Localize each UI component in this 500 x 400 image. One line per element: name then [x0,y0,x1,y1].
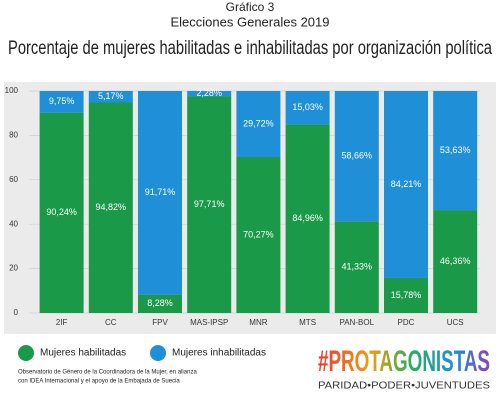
value-label: 46,36% [440,256,471,266]
y-tick-label: 60 [9,175,18,184]
chart-title: Porcentaje de mujeres habilitadas e inha… [8,38,492,59]
bar-segment [433,210,478,313]
y-tick-label: 40 [9,219,18,228]
value-label: 97,71% [194,199,225,209]
bar-segment [334,221,379,313]
value-label: 9,75% [49,96,75,106]
bar-segment [384,277,428,313]
x-tick-label: UCS [447,318,464,327]
source: Observatorio de Género de la Coordinador… [18,370,197,376]
value-label: 41,33% [342,261,373,271]
value-label: 8,28% [147,298,173,308]
value-label: 53,63% [440,145,471,155]
legend-label: Mujeres habilitadas [40,348,126,359]
y-tick-label: 80 [9,131,18,140]
y-tick-label: 0 [14,308,19,317]
y-tick-label: 100 [5,86,19,95]
logo-subtitle: PARIDAD•PODER•JUVENTUDES [318,381,490,392]
value-label: 84,21% [391,179,422,189]
x-tick-label: MAS-IPSP [190,318,228,327]
value-label: 91,71% [145,187,176,197]
bar-segment [384,91,428,278]
bar-segment [138,91,182,295]
value-label: 29,72% [243,118,274,128]
legend-label: Mujeres inhabilitadas [172,348,266,359]
bar-segment [236,91,281,158]
value-label: 15,03% [292,102,323,112]
subtitle: Elecciones Generales 2019 [171,14,330,29]
value-label: 58,66% [342,151,373,161]
x-tick-label: 2IF [56,318,68,327]
bar-segment [285,91,330,125]
supertitle: Gráfico 3 [226,0,275,14]
value-label: 94,82% [96,202,127,212]
x-tick-label: FPV [152,318,168,327]
y-tick-label: 20 [9,264,18,273]
value-label: 5,17% [98,91,124,101]
logo-title: #PROTAGONISTAS [318,345,490,378]
value-label: 90,24% [46,207,77,217]
value-label: 84,96% [292,213,323,223]
value-label: 15,78% [391,290,422,300]
bar-segment [285,124,330,314]
bar-segment [236,157,281,313]
bar-segment [187,96,232,313]
x-tick-label: MNR [249,318,267,327]
x-tick-label: MTS [299,318,316,327]
value-label: 2,28% [196,88,222,98]
bar-segment [433,91,478,211]
legend-swatch [150,345,166,361]
bar-segment [88,102,133,313]
x-tick-label: PDC [398,318,415,327]
x-tick-label: PAN-BOL [340,318,375,327]
legend-swatch [18,345,34,361]
bar-segment [39,91,84,113]
bar-segment [334,91,379,222]
bar-segment [187,91,232,97]
bar-segment [39,112,84,313]
bar-segment [138,294,182,313]
source: con IDEA Internacional y el apoyo de la … [18,379,180,385]
x-tick-label: CC [105,318,117,327]
bar-segment [88,91,133,103]
value-label: 70,27% [243,229,274,239]
